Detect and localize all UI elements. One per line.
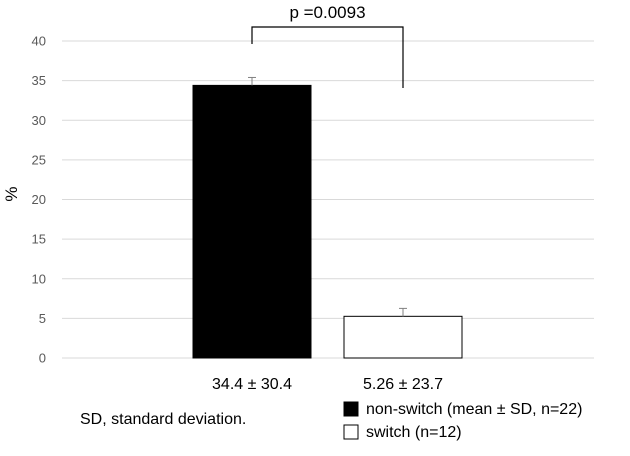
y-tick-label: 10 bbox=[32, 271, 46, 286]
significance-bracket-line bbox=[251, 26, 404, 88]
bar-switch bbox=[343, 315, 463, 359]
y-tick-label: 5 bbox=[39, 311, 46, 326]
legend-swatch-switch bbox=[343, 424, 359, 440]
y-tick-label: 30 bbox=[32, 113, 46, 128]
y-axis-label: % bbox=[2, 186, 21, 201]
y-axis-ticks: 0 5 10 15 20 25 30 35 40 bbox=[32, 34, 46, 366]
y-tick-label: 20 bbox=[32, 192, 46, 207]
gridlines bbox=[62, 40, 594, 359]
legend-label-switch: switch (n=12) bbox=[366, 424, 462, 441]
y-tick-label: 40 bbox=[32, 34, 46, 49]
y-tick-label: 0 bbox=[39, 351, 46, 366]
legend-swatch-non-switch bbox=[343, 401, 359, 417]
legend-label-non-switch: non-switch (mean ± SD, n=22) bbox=[366, 401, 582, 418]
y-tick-label: 35 bbox=[32, 73, 46, 88]
y-tick-label: 25 bbox=[32, 152, 46, 167]
value-labels: 34.4 ± 30.4 5.26 ± 23.7 bbox=[212, 376, 443, 393]
y-tick-label: 15 bbox=[32, 232, 46, 247]
bar-non-switch bbox=[192, 84, 312, 359]
value-label-non-switch: 34.4 ± 30.4 bbox=[212, 376, 292, 393]
significance-bracket: p =0.0093 bbox=[251, 3, 404, 88]
error-bars bbox=[248, 76, 407, 317]
bars bbox=[192, 84, 463, 359]
legend: non-switch (mean ± SD, n=22) switch (n=12… bbox=[343, 401, 582, 441]
footnote: SD, standard deviation. bbox=[80, 411, 246, 428]
p-value-label: p =0.0093 bbox=[289, 3, 365, 22]
value-label-switch: 5.26 ± 23.7 bbox=[363, 376, 443, 393]
